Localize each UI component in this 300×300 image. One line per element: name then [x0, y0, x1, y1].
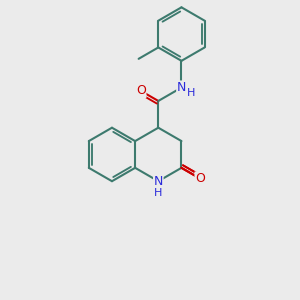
Text: H: H: [154, 188, 163, 197]
Text: H: H: [187, 88, 195, 98]
Text: O: O: [195, 172, 205, 185]
Text: O: O: [136, 84, 146, 98]
Text: N: N: [154, 175, 163, 188]
Text: N: N: [177, 81, 186, 94]
